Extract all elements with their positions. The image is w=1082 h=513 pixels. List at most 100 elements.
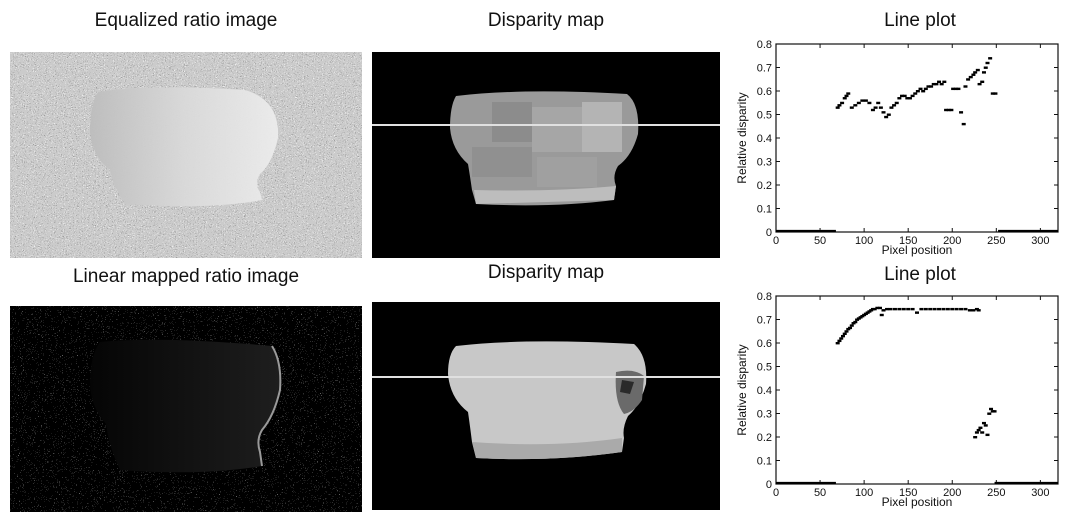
data-point <box>975 68 980 72</box>
data-point <box>863 99 868 102</box>
data-point <box>900 94 905 98</box>
data-point <box>990 92 995 95</box>
data-point <box>844 330 849 333</box>
data-point <box>849 324 854 327</box>
data-point <box>973 71 978 74</box>
x-tick-label: 150 <box>899 235 917 247</box>
x-tick-label: 300 <box>1031 487 1049 499</box>
data-point <box>977 82 982 86</box>
y-tick-label: 0.4 <box>757 385 772 397</box>
data-point <box>937 307 942 311</box>
data-point <box>942 80 947 83</box>
data-point <box>971 73 976 76</box>
data-point <box>963 85 968 88</box>
y-tick-label: 0.3 <box>757 409 772 421</box>
data-point <box>889 106 894 109</box>
data-point <box>954 307 959 311</box>
x-tick-label: 0 <box>773 487 779 499</box>
y-axis-label: Relative disparity <box>735 92 749 183</box>
y-tick-label: 0 <box>766 227 772 239</box>
data-point <box>837 339 842 343</box>
data-point <box>981 71 986 74</box>
x-tick-label: 0 <box>773 235 779 247</box>
data-point <box>993 92 998 95</box>
data-point <box>884 115 889 119</box>
data-point <box>907 97 912 100</box>
line-plot-svg-bottom: 0 0.1 0.2 0.3 0.4 0.5 0.6 0.7 0.8 0 50 100 150 200 250… <box>735 291 1059 509</box>
data-point <box>853 320 858 324</box>
data-point <box>963 307 968 311</box>
pot-shape <box>448 341 647 460</box>
data-point <box>921 90 926 93</box>
y-tick-label: 0.5 <box>757 362 772 374</box>
x-tick-label: 100 <box>855 235 873 247</box>
data-point <box>905 97 910 100</box>
data-point <box>944 108 949 112</box>
pot-shape <box>90 87 279 207</box>
data-point <box>931 82 936 86</box>
data-point <box>992 410 997 413</box>
data-point <box>856 101 861 105</box>
y-tick-label: 0.6 <box>757 86 772 98</box>
data-point <box>872 307 877 311</box>
data-point <box>937 80 942 83</box>
data-point <box>950 307 955 311</box>
data-point <box>879 313 884 317</box>
y-tick-label: 0.8 <box>757 291 772 303</box>
data-point <box>929 85 934 88</box>
disparity-map-bottom <box>372 302 720 510</box>
data-point <box>837 104 842 107</box>
data-point <box>888 307 893 311</box>
data-point <box>835 106 840 109</box>
y-axis-label: Relative disparity <box>735 344 749 435</box>
y-tick-label: 0.8 <box>757 39 772 51</box>
data-point <box>913 92 918 95</box>
data-point <box>897 307 902 311</box>
y-tick-label: 0.1 <box>757 456 772 468</box>
data-point <box>956 87 961 91</box>
x-axis-label: Pixel position <box>882 243 953 257</box>
data-point <box>946 108 951 112</box>
data-point <box>985 433 990 437</box>
x-tick-label: 200 <box>943 487 961 499</box>
data-point <box>848 326 853 330</box>
data-point <box>932 307 937 311</box>
data-point <box>881 111 886 114</box>
data-point <box>949 108 954 112</box>
y-tick-label: 0.3 <box>757 157 772 169</box>
data-point <box>983 424 988 427</box>
data-point <box>923 307 928 311</box>
data-point <box>873 106 878 109</box>
data-point <box>842 97 847 100</box>
data-point <box>910 94 915 98</box>
data-point <box>951 87 956 91</box>
data-point <box>860 99 865 102</box>
line-plot-bottom: 0 0.1 0.2 0.3 0.4 0.5 0.6 0.7 0.8 0 50 100 150 200 250… <box>730 286 1082 512</box>
data-point <box>875 306 880 310</box>
data-point <box>876 101 881 105</box>
y-tick-label: 0 <box>766 479 772 491</box>
data-point <box>973 436 978 439</box>
data-point <box>988 57 993 60</box>
data-point <box>945 307 950 311</box>
data-point <box>961 122 966 126</box>
x-tick-label: 250 <box>987 487 1005 499</box>
x-tick-label: 250 <box>987 235 1005 247</box>
data-point <box>839 337 844 340</box>
data-point <box>974 431 979 434</box>
y-tick-label: 0.7 <box>757 315 772 327</box>
data-point <box>923 87 928 91</box>
data-point <box>906 307 911 311</box>
data-point <box>886 113 891 116</box>
y-tick-label: 0.1 <box>757 204 772 216</box>
equalized-ratio-image <box>10 52 362 258</box>
y-tick-label: 0.2 <box>757 432 772 444</box>
y-tick-label: 0.5 <box>757 110 772 122</box>
data-point <box>885 307 890 311</box>
data-point <box>877 306 882 310</box>
line-plot-top: 0 0.1 0.2 0.3 0.4 0.5 0.6 0.7 0.8 0 50 100 150 200 250… <box>730 34 1082 260</box>
data-point <box>926 85 931 88</box>
data-point <box>980 431 985 434</box>
data-point <box>939 82 944 86</box>
axes-frame <box>775 295 1059 485</box>
